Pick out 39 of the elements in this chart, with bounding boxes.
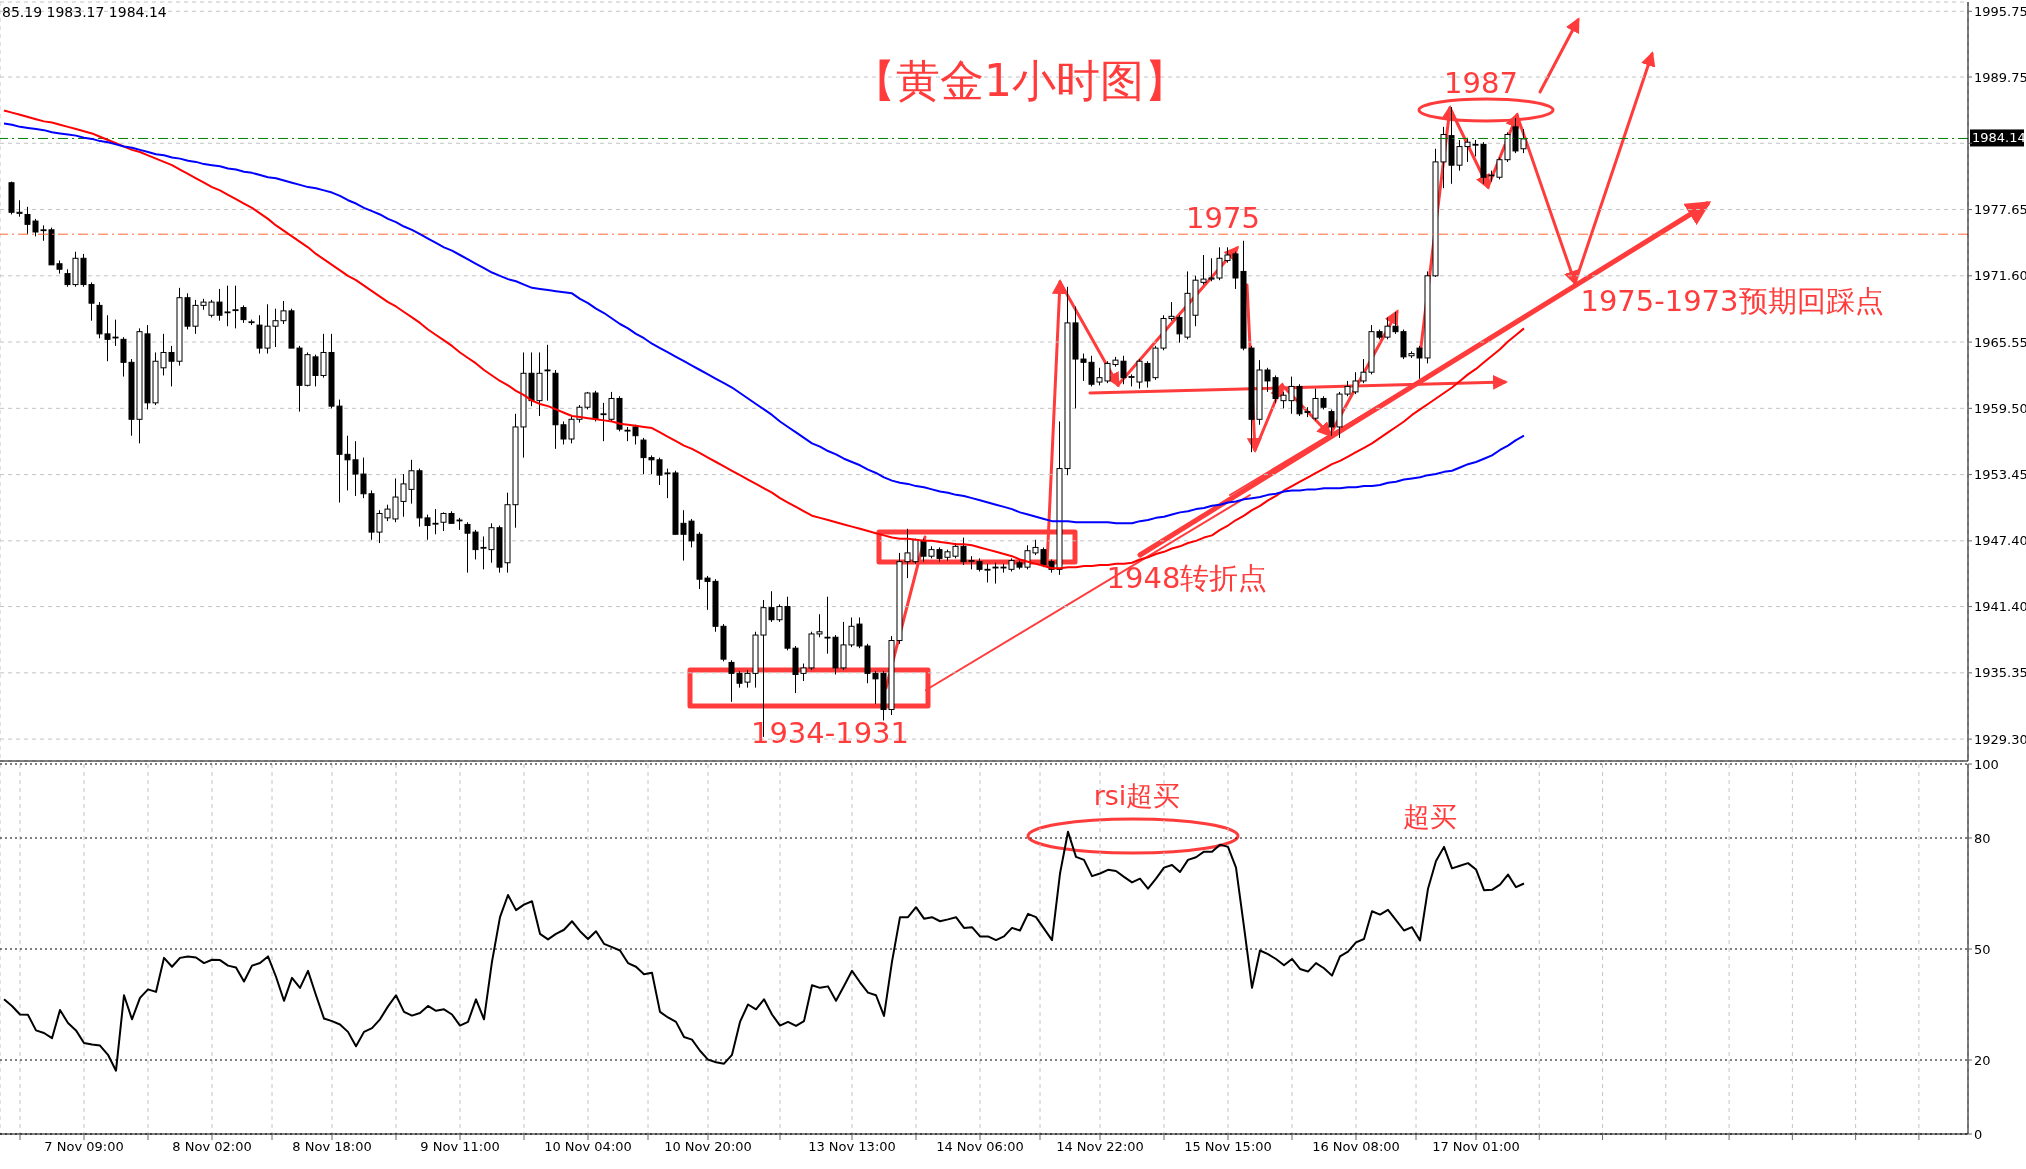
y-tick-label: 1941.40	[1974, 599, 2026, 615]
y-tick-label: 1989.75	[1974, 69, 2026, 85]
annotation: rsi超买	[1093, 779, 1181, 811]
x-tick-label: 10 Nov 04:00	[544, 1139, 632, 1155]
x-tick-label: 14 Nov 22:00	[1056, 1139, 1144, 1155]
annotation: 1934-1931	[750, 716, 910, 750]
annotation: 1948转折点	[1106, 561, 1268, 595]
annotation: 85.19 1983.17 1984.14	[2, 4, 167, 20]
y-tick-label: 100	[1974, 756, 1999, 772]
y-tick-label: 0	[1974, 1126, 1983, 1142]
y-tick-label: 50	[1974, 941, 1991, 957]
y-tick-label: 1947.40	[1974, 533, 2026, 549]
x-tick-label: 13 Nov 13:00	[808, 1139, 896, 1155]
x-tick-label: 8 Nov 02:00	[172, 1139, 252, 1155]
annotation: 超买	[1403, 800, 1457, 832]
y-tick-label: 1953.45	[1974, 467, 2026, 483]
ref-line-label: 1984.14	[1972, 130, 2026, 146]
y-tick-label: 1971.60	[1974, 268, 2026, 284]
x-tick-label: 9 Nov 11:00	[420, 1139, 500, 1155]
annotation: 1975	[1186, 201, 1260, 235]
annotation: 1987	[1444, 66, 1518, 100]
x-tick-label: 15 Nov 15:00	[1184, 1139, 1272, 1155]
x-tick-label: 16 Nov 08:00	[1312, 1139, 1400, 1155]
x-tick-label: 8 Nov 18:00	[292, 1139, 372, 1155]
y-tick-label: 80	[1974, 830, 1991, 846]
text: 【黄金1小时图】	[851, 54, 1189, 108]
candlestick	[544, 344, 551, 402]
x-tick-label: 7 Nov 09:00	[44, 1139, 124, 1155]
y-tick-label: 1977.65	[1974, 202, 2026, 218]
y-tick-label: 1959.50	[1974, 400, 2026, 416]
y-tick-label: 1995.75	[1974, 3, 2026, 19]
y-tick-label: 1929.30	[1974, 731, 2026, 747]
x-tick-label: 10 Nov 20:00	[664, 1139, 752, 1155]
y-tick-label: 1965.55	[1974, 334, 2026, 350]
y-tick-label: 1935.35	[1974, 665, 2026, 681]
x-tick-label: 17 Nov 01:00	[1432, 1139, 1520, 1155]
y-tick-label: 20	[1974, 1052, 1991, 1068]
x-tick-label: 14 Nov 06:00	[936, 1139, 1024, 1155]
annotation: 1975-1973预期回踩点	[1580, 284, 1884, 318]
